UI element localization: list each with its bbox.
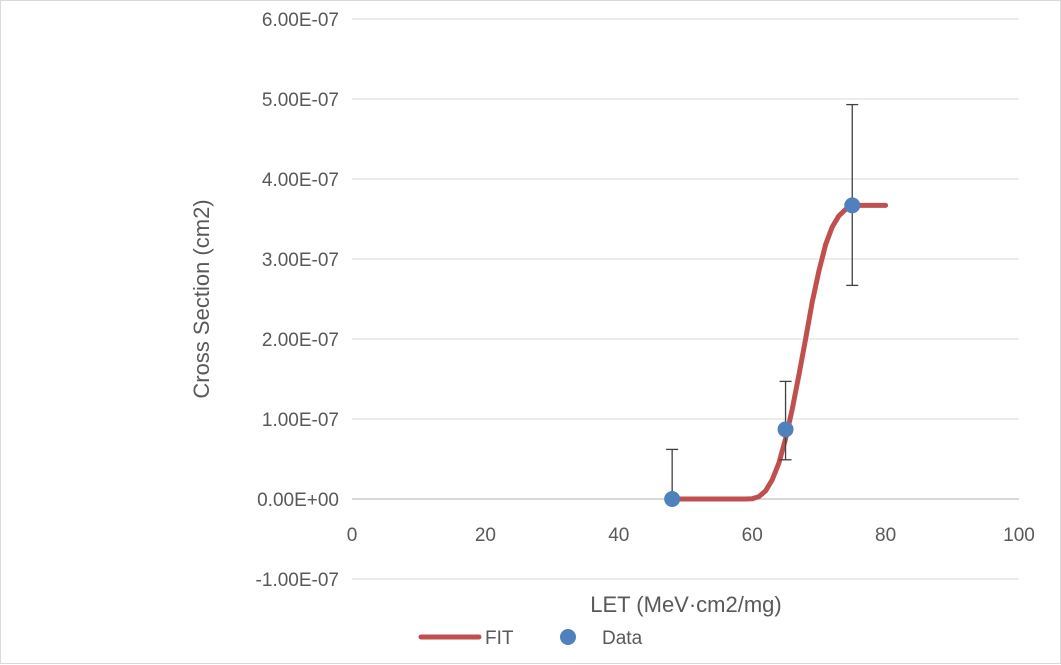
data-series <box>664 197 861 507</box>
legend-data-swatch <box>560 629 576 645</box>
y-tick-label: 3.00E-07 <box>262 250 339 271</box>
x-tick-label: 0 <box>347 525 358 546</box>
y-tick-label: -1.00E-07 <box>256 570 339 591</box>
y-tick-label: 6.00E-07 <box>262 10 339 31</box>
fit-line <box>669 202 889 502</box>
data-point <box>844 197 861 214</box>
y-tick-label: 2.00E-07 <box>262 330 339 351</box>
x-axis-title: LET (MeV·cm2/mg) <box>590 592 782 617</box>
error-bars <box>666 103 859 500</box>
x-tick-label: 40 <box>608 525 629 546</box>
x-axis: 0 20 40 60 80 100 <box>347 525 1035 546</box>
x-tick-label: 60 <box>742 525 763 546</box>
fit-series <box>669 202 889 502</box>
x-tick-label: 20 <box>475 525 496 546</box>
y-tick-label: 5.00E-07 <box>262 90 339 111</box>
y-tick-label: 1.00E-07 <box>262 410 339 431</box>
data-point <box>664 491 681 507</box>
legend: FIT Data <box>418 628 643 649</box>
y-axis-title: Cross Section (cm2) <box>189 199 214 398</box>
x-tick-label: 100 <box>1003 525 1035 546</box>
y-tick-label: 0.00E+00 <box>257 490 339 511</box>
y-axis: -1.00E-07 0.00E+00 1.00E-07 2.00E-07 3.00E-0… <box>256 10 339 591</box>
legend-data-label: Data <box>602 628 643 649</box>
data-point <box>777 421 794 438</box>
legend-fit-label: FIT <box>485 628 514 649</box>
y-tick-label: 4.00E-07 <box>262 170 339 191</box>
x-tick-label: 80 <box>875 525 896 546</box>
grid-lines <box>352 18 1019 580</box>
